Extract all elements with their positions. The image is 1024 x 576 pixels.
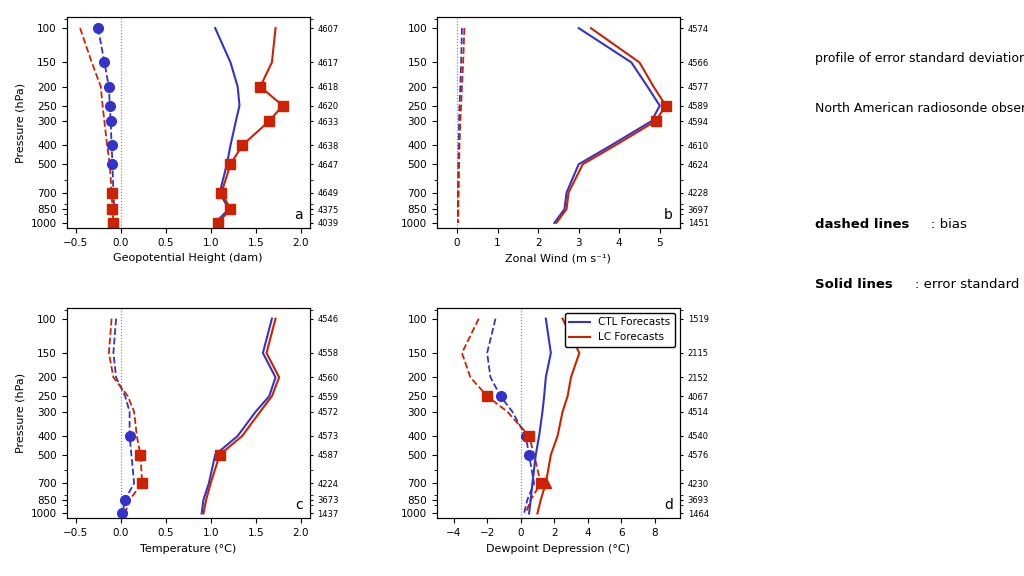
X-axis label: Temperature (°C): Temperature (°C) (140, 544, 237, 554)
X-axis label: Geopotential Height (dam): Geopotential Height (dam) (114, 253, 263, 263)
Legend: CTL Forecasts, LC Forecasts: CTL Forecasts, LC Forecasts (565, 313, 675, 347)
Text: b: b (664, 207, 673, 222)
Y-axis label: Pressure (hPa): Pressure (hPa) (15, 373, 26, 453)
Text: dashed lines: dashed lines (815, 218, 909, 231)
Text: Solid lines: Solid lines (815, 278, 893, 291)
X-axis label: Zonal Wind (m s⁻¹): Zonal Wind (m s⁻¹) (506, 253, 611, 263)
Text: : bias: : bias (931, 218, 967, 231)
Text: North American radiosonde observations: North American radiosonde observations (815, 103, 1024, 115)
Text: : error standard deviation: : error standard deviation (914, 278, 1024, 291)
Text: a: a (294, 207, 302, 222)
X-axis label: Dewpoint Depression (°C): Dewpoint Depression (°C) (486, 544, 631, 554)
Text: c: c (295, 498, 302, 512)
Text: d: d (664, 498, 673, 512)
Text: profile of error standard deviation and bias against: profile of error standard deviation and … (815, 52, 1024, 65)
Y-axis label: Pressure (hPa): Pressure (hPa) (15, 82, 26, 162)
